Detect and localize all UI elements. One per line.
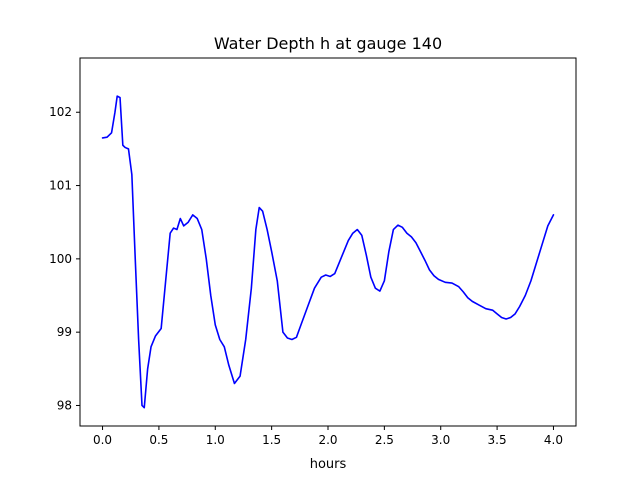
x-axis-label: hours — [310, 457, 347, 472]
x-tick-label: 4.0 — [544, 433, 563, 447]
series-line-1 — [101, 95, 555, 409]
x-tick-label: 1.0 — [206, 433, 225, 447]
x-tick-label: 2.5 — [375, 433, 394, 447]
x-tick-label: 3.5 — [488, 433, 507, 447]
x-tick-label: 3.0 — [431, 433, 450, 447]
y-tick-label: 100 — [49, 252, 72, 266]
y-tick-label: 102 — [49, 105, 72, 119]
x-tick-label: 2.0 — [318, 433, 337, 447]
plot-area — [101, 95, 555, 409]
x-tick-label: 1.5 — [262, 433, 281, 447]
x-axis: 0.0 0.5 1.0 1.5 2.0 2.5 3.0 3.5 4.0 — [93, 426, 563, 447]
y-tick-label: 101 — [49, 179, 72, 193]
y-tick-label: 98 — [57, 398, 72, 412]
y-tick-label: 99 — [57, 325, 72, 339]
y-axis: 98 99 100 101 102 — [49, 105, 80, 412]
x-tick-label: 0.5 — [149, 433, 168, 447]
chart-title: Water Depth h at gauge 140 — [214, 34, 442, 53]
x-tick-label: 0.0 — [93, 433, 112, 447]
